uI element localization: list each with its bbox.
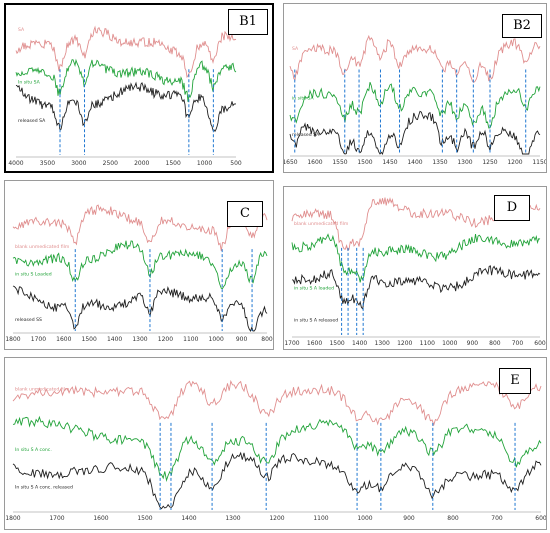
series-label-2: In situ SA	[18, 80, 41, 86]
x-tick-label: 1400	[107, 336, 122, 343]
spectrum-line-3	[289, 110, 541, 155]
panel-label-c: C	[227, 201, 263, 227]
x-tick-label: 1100	[420, 340, 435, 347]
panel-c: blank unmedicated film in situ S Loaded re…	[4, 180, 274, 350]
spectrum-line-3	[12, 285, 268, 333]
spectrum-line-3	[291, 265, 541, 310]
x-tick-label: 1800	[5, 336, 20, 343]
x-tick-label: 1000	[197, 160, 212, 167]
x-tick-label: 1600	[307, 340, 322, 347]
x-tick-label: 1500	[166, 160, 181, 167]
panel-label-b1: B1	[228, 9, 268, 35]
series-label-2: in situ SA	[292, 95, 314, 101]
x-tick-label: 1300	[457, 159, 472, 166]
x-tick-label: 1300	[225, 515, 240, 522]
x-tick-label: 1700	[49, 515, 64, 522]
panel-b1: SA In situ SA released SA 4000 3500 3000 2500 2…	[4, 3, 274, 173]
spectrum-line-2	[12, 240, 268, 289]
x-tick-label: 900	[236, 336, 248, 343]
x-tick-label: 2000	[134, 160, 149, 167]
x-tick-label: 1400	[407, 159, 422, 166]
x-tick-label: 1100	[313, 515, 328, 522]
chart-c: blank unmedicated film in situ S Loaded re…	[5, 204, 273, 343]
x-tick-label: 1300	[375, 340, 390, 347]
panel-label-b2: B2	[502, 14, 542, 38]
x-tick-label: 3500	[40, 160, 55, 167]
spectrum-line-3	[12, 451, 542, 510]
spectrum-line-2	[12, 415, 542, 482]
x-tick-label: 1350	[432, 159, 447, 166]
spectrum-line-1	[15, 25, 237, 79]
x-tick-label: 600	[535, 515, 546, 522]
spectrum-line-1	[289, 34, 541, 83]
series-label-3: released SS	[15, 317, 42, 323]
spectrum-line-3	[15, 81, 236, 133]
x-tick-label: 1700	[31, 336, 46, 343]
x-tick-label: 1150	[532, 159, 546, 166]
x-tick-label: 1250	[482, 159, 497, 166]
x-tick-label: 1000	[357, 515, 372, 522]
x-tick-label: 900	[403, 515, 415, 522]
series-label-3: in situ S A released	[294, 318, 338, 324]
x-tick-label: 1200	[269, 515, 284, 522]
x-tick-label: 1100	[183, 336, 198, 343]
spectrum-line-2	[291, 233, 541, 283]
x-tick-label: 1500	[82, 336, 97, 343]
x-tick-label: 800	[489, 340, 501, 347]
panel-b2: SA in situ SA released SA 1650 1600 1550 1500 1…	[283, 3, 547, 173]
x-tick-label: 1500	[329, 340, 344, 347]
x-tick-label: 1200	[397, 340, 412, 347]
spectrum-line-1	[12, 204, 268, 251]
series-label-2: in situ S A loaded	[294, 285, 334, 291]
x-tick-label: 600	[534, 340, 546, 347]
x-tick-label: 1500	[357, 159, 372, 166]
x-tick-label: 1550	[332, 159, 347, 166]
x-tick-label: 1200	[158, 336, 173, 343]
x-tick-label: 1700	[284, 340, 299, 347]
x-tick-label: 1000	[442, 340, 457, 347]
series-label-1: blank unmedicated film	[294, 221, 349, 227]
x-tick-label: 1200	[507, 159, 522, 166]
x-tick-label: 1600	[56, 336, 71, 343]
x-tick-label: 3000	[71, 160, 86, 167]
x-tick-label: 900	[467, 340, 479, 347]
x-tick-label: 700	[491, 515, 503, 522]
x-tick-label: 1600	[93, 515, 108, 522]
series-label-1: SA	[292, 46, 299, 52]
x-tick-label: 800	[261, 336, 273, 343]
chart-b1: SA In situ SA released SA 4000 3500 3000 2500 2…	[8, 25, 242, 167]
spectrum-line-1	[12, 379, 542, 427]
x-tick-label: 1400	[352, 340, 367, 347]
series-label-1: SA	[18, 27, 25, 33]
spectrum-line-2	[289, 82, 541, 129]
x-tick-label: 800	[447, 515, 459, 522]
x-tick-label: 500	[230, 160, 242, 167]
panel-e: blank unmedicated film In situ S A conc. I…	[4, 357, 547, 530]
series-label-2: In situ S A conc.	[15, 447, 52, 453]
panel-d: blank unmedicated film in situ S A loaded…	[283, 186, 547, 350]
series-label-3: released SA	[18, 118, 46, 124]
series-label-1: blank unmedicated film	[15, 387, 70, 393]
series-label-3: released SA	[292, 132, 320, 138]
x-tick-label: 1000	[209, 336, 224, 343]
chart-e: blank unmedicated film In situ S A conc. I…	[5, 379, 546, 522]
x-tick-label: 1500	[137, 515, 152, 522]
x-tick-label: 1400	[181, 515, 196, 522]
panel-label-e: E	[499, 368, 531, 394]
x-tick-label: 1300	[132, 336, 147, 343]
series-label-2: in situ S Loaded	[15, 272, 52, 278]
series-label-1: blank unmedicated film	[15, 244, 70, 250]
chart-b2: SA in situ SA released SA 1650 1600 1550 1500 1…	[284, 34, 546, 166]
spectrum-line-2	[15, 58, 237, 102]
x-tick-label: 4000	[8, 160, 23, 167]
x-tick-label: 1650	[284, 159, 298, 166]
x-tick-label: 1600	[307, 159, 322, 166]
x-tick-label: 700	[512, 340, 524, 347]
series-label-3: In situ S A conc. released	[15, 485, 73, 491]
panel-label-d: D	[494, 195, 530, 221]
chart-d: blank unmedicated film in situ S A loaded…	[284, 197, 546, 347]
x-tick-label: 1800	[5, 515, 20, 522]
x-tick-label: 1450	[382, 159, 397, 166]
x-tick-label: 2500	[103, 160, 118, 167]
